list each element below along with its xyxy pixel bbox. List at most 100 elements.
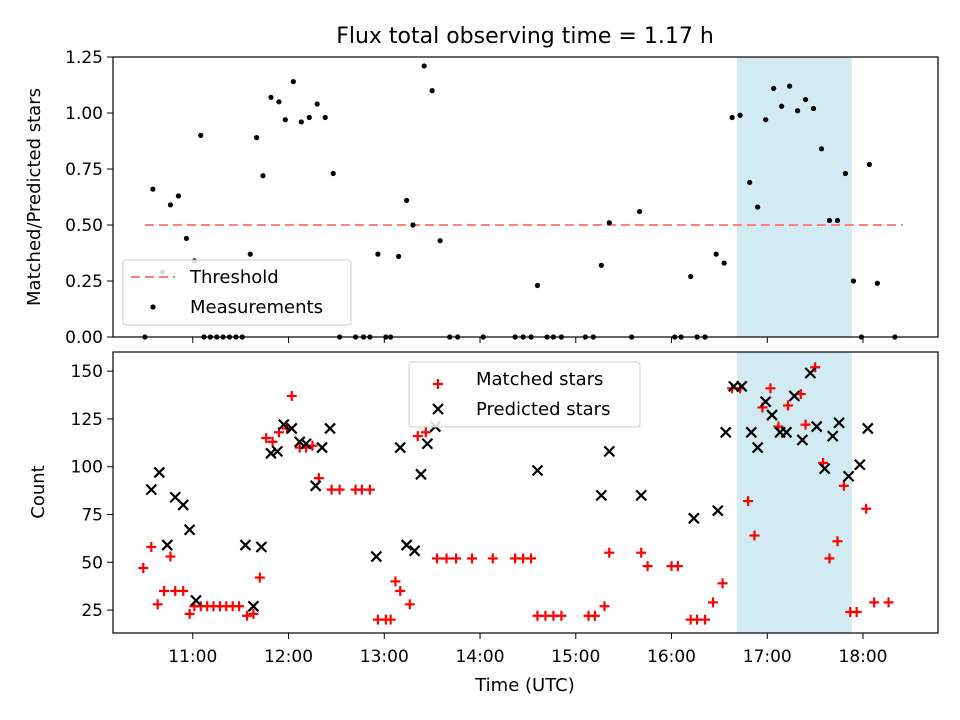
y-tick-label: 1.00 — [65, 104, 103, 124]
bottom-series — [138, 362, 894, 625]
predicted-star-point — [153, 466, 166, 479]
predicted-star-point — [293, 436, 306, 448]
measurement-point — [421, 63, 427, 69]
measurement-point — [175, 193, 182, 199]
legend-matched-swatch — [433, 379, 443, 389]
chart-title: Flux total observing time = 1.17 h — [336, 24, 714, 49]
predicted-star-point — [309, 480, 322, 492]
legend-predicted-label: Predicted stars — [476, 399, 610, 420]
predicted-star-point — [271, 445, 284, 458]
predicted-star-point — [531, 464, 544, 477]
measurement-point — [826, 217, 833, 224]
x-tick-label: 16:00 — [647, 647, 696, 667]
matched-star-point — [390, 576, 401, 587]
y-tick-label: 0.00 — [65, 328, 103, 348]
predicted-star-point — [408, 545, 421, 557]
predicted-star-point — [759, 395, 772, 408]
matched-star-point — [467, 553, 478, 564]
measurement-point — [298, 119, 304, 125]
matched-star-point — [743, 496, 754, 507]
matched-star-point — [824, 553, 835, 564]
predicted-star-point — [324, 422, 336, 435]
measurement-point — [429, 88, 435, 94]
matched-star-point — [165, 551, 176, 562]
matched-star-point — [261, 433, 272, 444]
top-y-axis-label: Matched/Predicted stars — [24, 88, 45, 306]
predicted-star-point — [603, 445, 616, 458]
y-tick-label: 0.75 — [65, 160, 103, 180]
measurement-point — [755, 204, 761, 210]
top-legend: Threshold Measurements — [122, 259, 352, 326]
measurement-point — [721, 260, 727, 266]
x-tick-label: 13:00 — [360, 647, 409, 667]
matched-star-point — [487, 553, 498, 564]
measurement-point — [198, 132, 204, 138]
measurement-point — [306, 114, 312, 121]
matched-star-point — [385, 614, 396, 625]
matched-star-point — [838, 480, 849, 491]
legend-threshold-label: Threshold — [189, 267, 279, 288]
matched-star-point — [749, 530, 760, 541]
y-tick-label: 100 — [71, 458, 103, 478]
matched-star-point — [267, 436, 278, 447]
measurement-point — [834, 217, 841, 224]
measurement-point — [747, 179, 753, 186]
y-tick-label: 50 — [81, 553, 103, 573]
measurement-point — [771, 85, 777, 91]
predicted-star-point — [183, 523, 196, 536]
predicted-star-point — [842, 470, 855, 483]
predicted-star-point — [751, 441, 764, 454]
measurement-point — [330, 170, 336, 177]
matched-star-point — [248, 608, 259, 619]
measurement-point — [290, 79, 296, 85]
measurement-point — [183, 235, 190, 242]
predicted-star-point — [316, 441, 328, 454]
predicted-star-point — [712, 504, 724, 517]
matched-star-point — [364, 484, 375, 495]
measurement-point — [268, 94, 274, 100]
matched-star-point — [431, 553, 442, 564]
x-axis-label: Time (UTC) — [474, 675, 575, 696]
measurement-point — [636, 208, 643, 215]
matched-star-point — [883, 597, 894, 608]
matched-star-point — [242, 610, 253, 621]
top-grid: 0.00 0.25 0.50 0.75 1.00 1.25 — [65, 48, 864, 348]
predicted-star-point — [788, 390, 801, 402]
bottom-grid: 25 50 75 100 125 150 11:00 12:00 13:00 14:00 15:00… — [71, 362, 888, 667]
predicted-star-point — [265, 447, 277, 460]
predicted-star-point — [394, 441, 407, 454]
legend-predicted-swatch — [432, 403, 444, 415]
predicted-star-point — [370, 550, 383, 563]
predicted-star-point — [833, 416, 845, 429]
measurement-point — [247, 251, 253, 257]
measurement-point — [779, 103, 785, 109]
measurement-point — [276, 99, 282, 105]
matched-star-point — [526, 553, 537, 564]
measurement-point — [437, 238, 443, 244]
x-tick-label: 12:00 — [264, 647, 313, 667]
predicted-star-point — [810, 420, 823, 433]
matched-star-point — [334, 484, 345, 495]
y-tick-label: 125 — [71, 410, 103, 430]
predicted-star-point — [277, 418, 290, 431]
predicted-star-point — [415, 468, 427, 481]
matched-star-point — [717, 578, 728, 589]
matched-star-point — [404, 599, 415, 610]
top-plot-frame — [112, 56, 939, 338]
predicted-star-point — [161, 539, 174, 551]
measurement-point — [842, 170, 849, 177]
predicted-star-point — [818, 462, 831, 475]
measurement-point — [260, 173, 266, 179]
matched-star-point — [146, 541, 157, 552]
predicted-star-point — [239, 539, 252, 551]
x-tick-label: 18:00 — [839, 647, 888, 667]
measurement-point — [688, 273, 694, 280]
x-tick-label: 15:00 — [551, 647, 600, 667]
bottom-legend-box — [408, 361, 641, 428]
measurement-point — [150, 186, 156, 192]
predicted-star-point — [421, 437, 434, 450]
measurement-point — [810, 105, 817, 112]
measurement-point — [818, 146, 825, 152]
matched-star-point — [178, 585, 189, 596]
